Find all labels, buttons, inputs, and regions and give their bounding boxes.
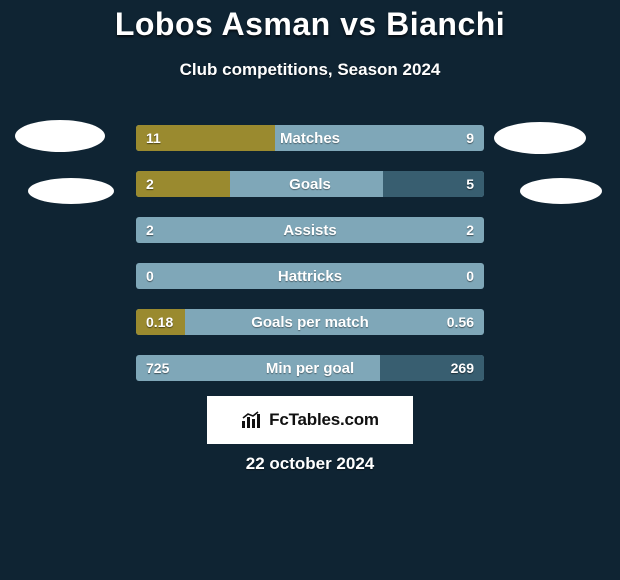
- stat-row: 119Matches: [136, 125, 484, 151]
- stat-label: Assists: [136, 217, 484, 243]
- stat-label: Goals per match: [136, 309, 484, 335]
- avatar-right-small: [520, 178, 602, 204]
- stat-value-right: 269: [451, 355, 474, 381]
- brand-chart-icon: [241, 411, 263, 429]
- stat-value-right: 2: [466, 217, 474, 243]
- subtitle: Club competitions, Season 2024: [0, 60, 620, 80]
- stat-row: 725269Min per goal: [136, 355, 484, 381]
- stat-value-right: 0: [466, 263, 474, 289]
- stat-label: Hattricks: [136, 263, 484, 289]
- stat-value-right: 0.56: [447, 309, 474, 335]
- brand-badge: FcTables.com: [207, 396, 413, 444]
- stat-value-right: 9: [466, 125, 474, 151]
- stat-value-left: 0: [146, 263, 154, 289]
- stat-row: 25Goals: [136, 171, 484, 197]
- date-text: 22 october 2024: [0, 454, 620, 474]
- brand-text: FcTables.com: [269, 410, 379, 430]
- comparison-rows: 119Matches25Goals22Assists00Hattricks0.1…: [136, 125, 484, 401]
- stat-row: 0 0Hattricks: [136, 263, 484, 289]
- avatar-left-large: [15, 120, 105, 152]
- stat-value-left: 11: [146, 125, 161, 151]
- stat-value-left: 2: [146, 217, 154, 243]
- stat-value-right: 5: [466, 171, 474, 197]
- stat-row: 0.18 0.56Goals per match: [136, 309, 484, 335]
- stat-value-left: 725: [146, 355, 169, 381]
- avatar-right-large: [494, 122, 586, 154]
- stat-value-left: 2: [146, 171, 154, 197]
- stat-value-left: 0.18: [146, 309, 173, 335]
- stage: Lobos Asman vs Bianchi Club competitions…: [0, 0, 620, 580]
- stat-row: 2 2Assists: [136, 217, 484, 243]
- avatar-left-small: [28, 178, 114, 204]
- page-title: Lobos Asman vs Bianchi: [0, 6, 620, 43]
